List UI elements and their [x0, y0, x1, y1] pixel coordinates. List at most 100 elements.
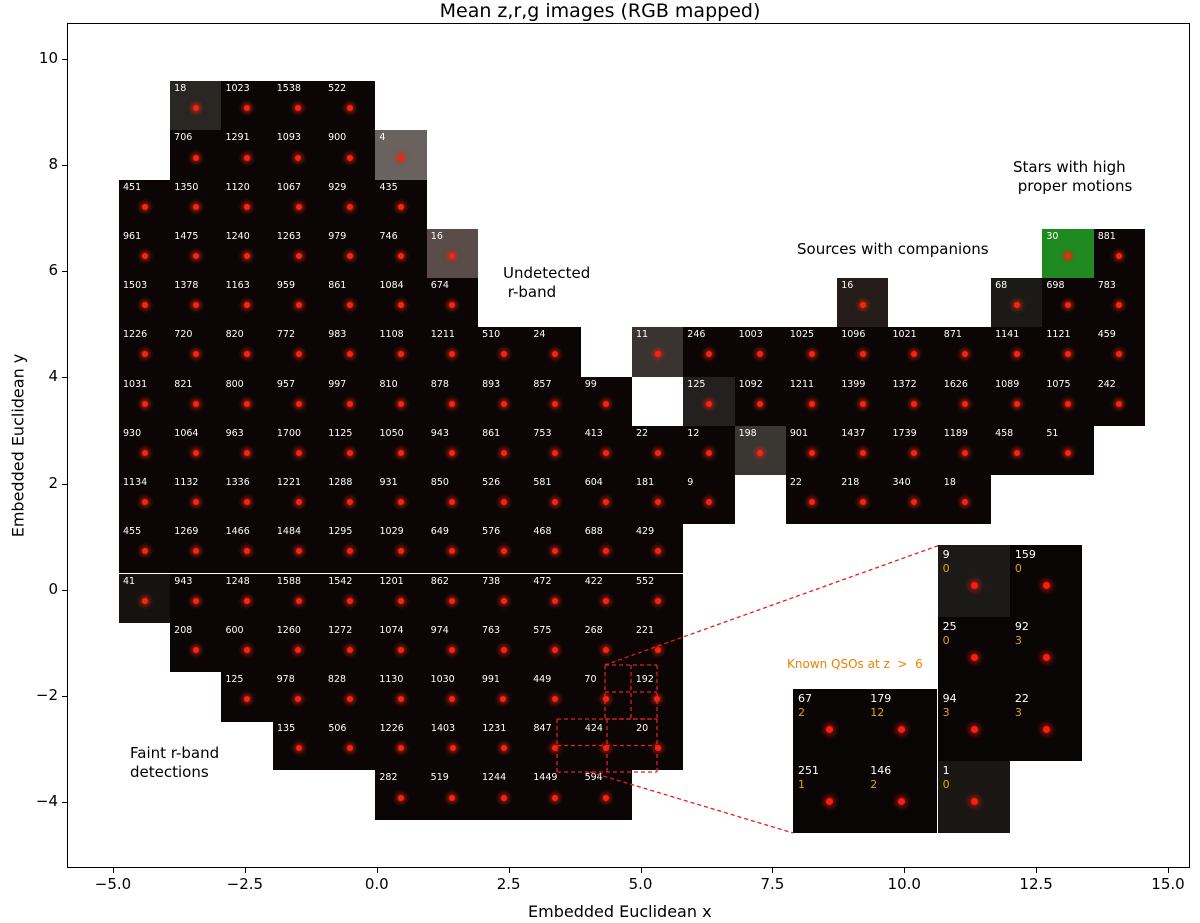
source-tile: 449	[529, 672, 581, 722]
tile-label: 978	[276, 674, 295, 686]
tile-label: 861	[482, 428, 501, 439]
tile-label: 41	[123, 575, 136, 587]
source-tile: 435	[375, 179, 427, 230]
tile-label: 1739	[892, 428, 917, 439]
y-tick-label: 6	[48, 261, 58, 280]
y-tick-mark	[62, 695, 67, 697]
source-dot	[970, 653, 978, 661]
tile-label: 943	[430, 428, 449, 439]
tile-label: 930	[123, 428, 142, 439]
tile-label: 22	[789, 476, 802, 488]
source-tile: 1626	[939, 376, 992, 426]
tile-label: 594	[584, 772, 603, 784]
source-tile: 1003	[734, 327, 786, 377]
tile-label: 1378	[174, 279, 199, 291]
source-dot	[192, 548, 199, 555]
source-tile: 125	[683, 376, 735, 426]
qso-count: 2	[870, 778, 878, 791]
source-tile: 850	[426, 474, 479, 525]
source-tile: 1067	[272, 179, 325, 230]
tile-label: 604	[584, 476, 603, 488]
source-dot	[346, 696, 353, 703]
source-tile: 22	[631, 426, 684, 476]
x-tick-label: 10.0	[887, 875, 921, 893]
tile-label: 1221	[276, 476, 302, 488]
source-dot	[705, 351, 712, 358]
tile-label: 581	[533, 476, 552, 488]
source-tile: 99	[580, 376, 632, 426]
tile-label: 506	[328, 723, 347, 735]
source-dot	[346, 105, 353, 112]
x-tick-mark	[244, 868, 246, 873]
source-tile: 1084	[375, 277, 427, 328]
y-tick-label: 8	[48, 155, 58, 174]
source-tile: 519	[426, 770, 478, 820]
source-dot	[603, 647, 610, 653]
source-tile: 20	[632, 721, 684, 771]
source-dot	[1065, 302, 1072, 309]
source-tile: 4	[375, 130, 427, 180]
x-tick-mark	[508, 868, 510, 873]
source-tile: 1231	[478, 721, 530, 771]
source-tile: 1244	[477, 770, 530, 820]
tile-label: 1163	[225, 279, 250, 291]
qso-count: 2	[798, 706, 805, 719]
qso-count: 3	[942, 706, 950, 719]
qso-id: 25	[942, 620, 957, 633]
source-dot	[500, 498, 507, 505]
source-tile: 649	[426, 524, 479, 574]
source-tile: 1226	[375, 721, 427, 771]
source-tile: 943	[426, 426, 479, 476]
source-tile: 1050	[375, 426, 427, 476]
source-tile: 16	[837, 277, 889, 328]
tile-label: 893	[482, 378, 501, 390]
source-dot	[141, 548, 148, 555]
x-tick-mark	[376, 868, 378, 873]
source-dot	[603, 794, 610, 801]
source-tile: 30	[1042, 228, 1094, 278]
source-tile: 506	[324, 721, 376, 771]
source-dot	[398, 203, 405, 210]
source-dot	[192, 597, 199, 604]
y-tick-label: −2	[35, 685, 58, 704]
source-tile: 943	[170, 573, 222, 623]
source-dot	[398, 450, 405, 457]
tile-label: 1074	[379, 624, 404, 636]
source-tile: 604	[580, 474, 632, 525]
source-tile: 1336	[221, 474, 273, 525]
source-dot	[244, 548, 251, 555]
source-tile: 1025	[785, 327, 838, 377]
tile-label: 1226	[123, 329, 148, 341]
tile-label: 1260	[276, 624, 301, 636]
tile-label: 1484	[276, 526, 302, 538]
tile-label: 1189	[943, 428, 968, 439]
source-dot	[1042, 581, 1050, 589]
annotation-faint: Faint r-band detections	[130, 744, 220, 781]
tile-label: 192	[635, 674, 654, 686]
tile-label: 1542	[328, 575, 353, 587]
qso-id: 67	[798, 692, 812, 705]
source-dot	[500, 450, 507, 457]
source-dot	[295, 498, 302, 505]
tile-label: 1269	[174, 526, 199, 538]
source-dot	[295, 400, 302, 407]
qso-tile: 92 3	[1009, 617, 1082, 689]
tile-label: 1029	[379, 526, 404, 538]
source-tile: 429	[631, 524, 684, 574]
tile-label: 135	[277, 723, 296, 735]
tile-label: 931	[379, 476, 398, 488]
source-dot	[1013, 400, 1020, 407]
source-dot	[552, 597, 559, 604]
tile-label: 221	[635, 624, 654, 636]
tile-label: 51	[1046, 428, 1059, 439]
source-dot	[654, 498, 661, 505]
y-tick-mark	[62, 801, 67, 803]
qso-tile: 179 12	[865, 689, 938, 761]
tile-label: 1093	[276, 132, 301, 144]
source-dot	[244, 252, 251, 259]
x-tick-label: 12.5	[1019, 875, 1053, 893]
source-dot	[552, 548, 559, 555]
source-tile: 1093	[272, 130, 325, 180]
source-tile: 600	[221, 622, 273, 673]
